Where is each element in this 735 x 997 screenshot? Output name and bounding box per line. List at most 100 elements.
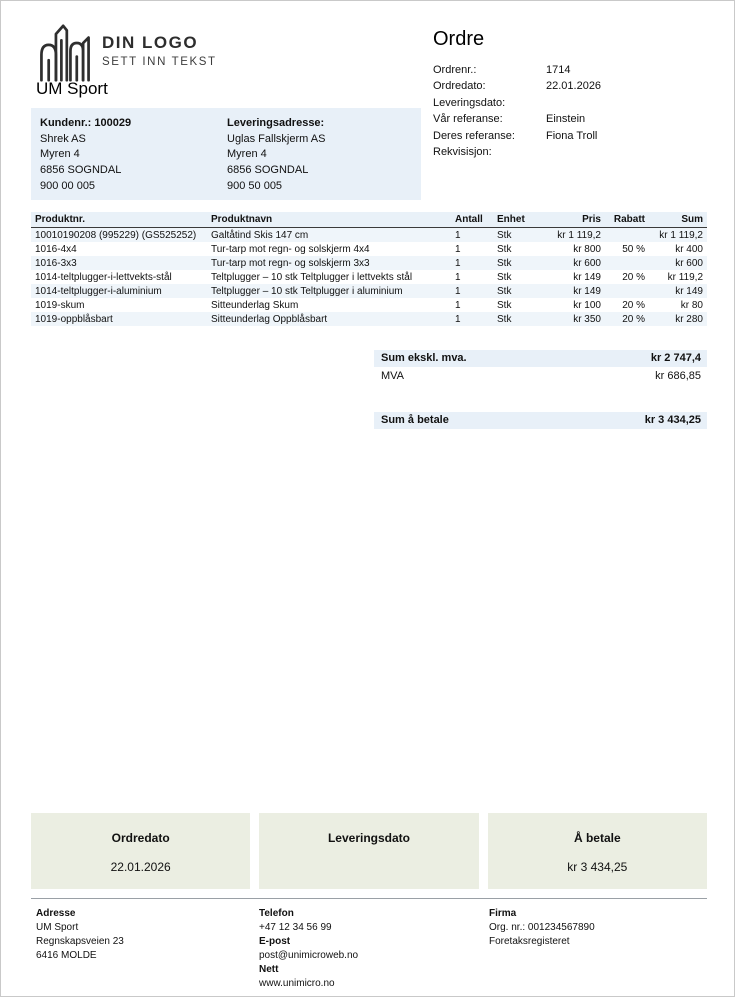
field-requisition: Rekvisisjon: bbox=[433, 144, 713, 160]
footer-email: post@unimicroweb.no bbox=[259, 950, 359, 961]
cell-sum: kr 119,2 bbox=[667, 271, 703, 283]
field-value: Fiona Troll bbox=[546, 129, 598, 142]
cell-unit: Stk bbox=[497, 299, 512, 311]
logo: DIN LOGO SETT INN TEKST bbox=[36, 21, 217, 85]
cell-quantity: 1 bbox=[455, 299, 461, 311]
cell-sum: kr 1 119,2 bbox=[659, 229, 703, 241]
column-header-price: Pris bbox=[539, 212, 605, 228]
cell-sum: kr 149 bbox=[675, 285, 703, 297]
vat-label: MVA bbox=[381, 370, 405, 382]
cell-productnr: 1016-3x3 bbox=[35, 257, 77, 269]
cell-price: kr 100 bbox=[573, 299, 601, 311]
cell-quantity: 1 bbox=[455, 229, 461, 241]
cell-productname: Tur-tarp mot regn- og solskjerm 3x3 bbox=[211, 257, 370, 269]
footer-firm-label: Firma bbox=[489, 908, 517, 919]
cell-productnr: 10010190208 (995229) (GS525252) bbox=[35, 229, 197, 241]
cell-sum: kr 600 bbox=[675, 257, 703, 269]
document-header: Ordre Ordrenr.: 1714 Ordredato: 22.01.20… bbox=[433, 28, 713, 160]
table-row: 10010190208 (995229) (GS525252) Galtåtin… bbox=[31, 227, 707, 243]
table-row: 1019-oppblåsbart Sitteunderlag Oppblåsba… bbox=[31, 312, 707, 326]
customer-address-block: Kundenr.: 100029 Shrek AS Myren 4 6856 S… bbox=[40, 116, 131, 195]
subtotal-row: Sum ekskl. mva. kr 2 747,4 bbox=[374, 350, 707, 367]
summary-box-label: Å betale bbox=[573, 831, 621, 845]
cell-price: kr 149 bbox=[573, 271, 601, 283]
total-label: Sum å betale bbox=[381, 414, 449, 426]
cell-discount: 20 % bbox=[622, 313, 645, 325]
delivery-address-block: Leveringsadresse: Uglas Fallskjerm AS My… bbox=[227, 116, 325, 195]
footer-register: Foretaksregisteret bbox=[489, 936, 570, 947]
footer-address-line: Regnskapsveien 23 bbox=[36, 936, 124, 947]
cell-sum: kr 80 bbox=[680, 299, 703, 311]
table-row: 1016-3x3 Tur-tarp mot regn- og solskjerm… bbox=[31, 256, 707, 270]
customer-line: 6856 SOGNDAL bbox=[40, 164, 122, 177]
cell-productnr: 1019-oppblåsbart bbox=[35, 313, 113, 325]
footer-web-label: Nett bbox=[259, 964, 279, 975]
footer-address-label: Adresse bbox=[36, 908, 76, 919]
customer-line: Shrek AS bbox=[40, 132, 86, 145]
delivery-line: 900 50 005 bbox=[227, 179, 283, 192]
cell-discount: 50 % bbox=[622, 243, 645, 255]
document-title: Ordre bbox=[433, 28, 485, 50]
cell-quantity: 1 bbox=[455, 243, 461, 255]
cell-productnr: 1016-4x4 bbox=[35, 243, 77, 255]
column-header-productname: Produktnavn bbox=[207, 212, 451, 228]
field-orderdate: Ordredato: 22.01.2026 bbox=[433, 78, 713, 94]
summary-box-value: kr 3 434,25 bbox=[567, 860, 628, 874]
cell-productnr: 1014-teltplugger-i-lettvekts-stål bbox=[35, 271, 172, 283]
column-header-sum: Sum bbox=[649, 212, 707, 228]
cell-quantity: 1 bbox=[455, 313, 461, 325]
cell-price: kr 1 119,2 bbox=[557, 229, 601, 241]
footer-phone: +47 12 34 56 99 bbox=[259, 922, 332, 933]
table-row: 1014-teltplugger-i-lettvekts-stål Teltpl… bbox=[31, 270, 707, 284]
cell-price: kr 600 bbox=[573, 257, 601, 269]
table-row: 1014-teltplugger-i-aluminium Teltplugger… bbox=[31, 284, 707, 298]
cell-productname: Teltplugger – 10 stk Teltplugger i lettv… bbox=[211, 271, 413, 283]
cell-productname: Teltplugger – 10 stk Teltplugger i alumi… bbox=[211, 285, 403, 297]
footer-phone-label: Telefon bbox=[259, 908, 294, 919]
cell-unit: Stk bbox=[497, 257, 512, 269]
customer-info-box: Kundenr.: 100029 Shrek AS Myren 4 6856 S… bbox=[31, 108, 421, 200]
field-label: Deres referanse: bbox=[433, 129, 515, 142]
field-value: 22.01.2026 bbox=[546, 80, 602, 93]
cell-price: kr 149 bbox=[573, 285, 601, 297]
field-deliverydate: Leveringsdato: bbox=[433, 95, 713, 111]
cell-productname: Tur-tarp mot regn- og solskjerm 4x4 bbox=[211, 243, 370, 255]
cell-price: kr 800 bbox=[573, 243, 601, 255]
footer: Adresse UM Sport Regnskapsveien 23 6416 … bbox=[31, 898, 707, 989]
buildings-logo-icon bbox=[40, 24, 90, 82]
summary-box-amount-due: Å betale kr 3 434,25 bbox=[487, 813, 707, 889]
cell-unit: Stk bbox=[497, 243, 512, 255]
table-header-row: Produktnr. Produktnavn Antall Enhet Pris… bbox=[31, 212, 707, 228]
field-ordernumber: Ordrenr.: 1714 bbox=[433, 62, 713, 78]
summary-boxes: Ordredato 22.01.2026 Leveringsdato Å bet… bbox=[31, 813, 707, 889]
field-label: Ordrenr.: bbox=[433, 64, 477, 76]
delivery-line: Myren 4 bbox=[227, 148, 267, 161]
footer-email-label: E-post bbox=[259, 936, 291, 947]
logo-title: DIN LOGO bbox=[102, 33, 199, 52]
cell-unit: Stk bbox=[497, 313, 512, 325]
column-header-discount: Rabatt bbox=[605, 212, 649, 228]
summary-box-label: Leveringsdato bbox=[327, 831, 410, 845]
footer-address-line: 6416 MOLDE bbox=[36, 950, 97, 961]
cell-unit: Stk bbox=[497, 229, 512, 241]
subtotal-value: kr 2 747,4 bbox=[650, 352, 701, 364]
cell-productname: Galtåtind Skis 147 cm bbox=[211, 229, 309, 241]
company-name: UM Sport bbox=[36, 79, 108, 98]
subtotal-label: Sum ekskl. mva. bbox=[381, 352, 467, 364]
footer-org-number: Org. nr.: 001234567890 bbox=[489, 922, 595, 933]
delivery-line: Uglas Fallskjerm AS bbox=[227, 132, 326, 145]
column-header-quantity: Antall bbox=[451, 212, 493, 228]
field-label: Rekvisisjon: bbox=[433, 146, 492, 159]
summary-box-value: 22.01.2026 bbox=[110, 860, 171, 874]
footer-address-block: Adresse UM Sport Regnskapsveien 23 6416 … bbox=[36, 907, 124, 963]
cell-unit: Stk bbox=[497, 271, 512, 283]
cell-productnr: 1019-skum bbox=[35, 299, 85, 311]
footer-address-line: UM Sport bbox=[36, 922, 79, 933]
cell-discount bbox=[605, 256, 649, 270]
summary-box-label: Ordredato bbox=[111, 831, 170, 845]
cell-productname: Sitteunderlag Oppblåsbart bbox=[211, 313, 328, 325]
cell-discount bbox=[605, 228, 649, 243]
cell-unit: Stk bbox=[497, 285, 512, 297]
field-label: Leveringsdato: bbox=[433, 96, 506, 109]
